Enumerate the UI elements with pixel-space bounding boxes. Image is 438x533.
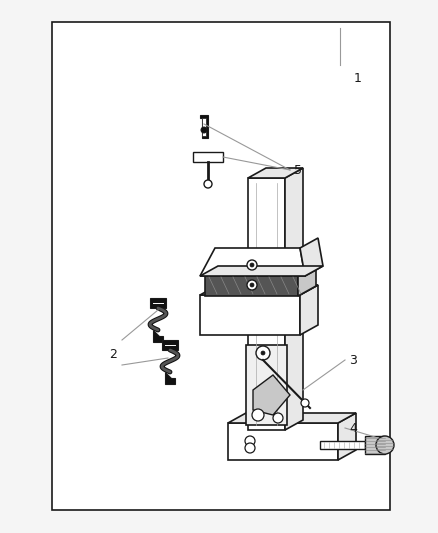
Polygon shape (52, 22, 390, 510)
Polygon shape (193, 152, 223, 162)
Circle shape (376, 436, 394, 454)
Circle shape (261, 351, 265, 355)
Polygon shape (338, 413, 356, 460)
Polygon shape (205, 275, 298, 296)
Polygon shape (300, 238, 323, 276)
Circle shape (247, 260, 257, 270)
Polygon shape (228, 423, 338, 460)
Circle shape (247, 280, 257, 290)
Polygon shape (365, 436, 385, 454)
Text: 2: 2 (109, 349, 117, 361)
Polygon shape (285, 168, 303, 430)
Polygon shape (165, 372, 175, 384)
Polygon shape (200, 295, 300, 335)
Circle shape (273, 413, 283, 423)
Circle shape (245, 436, 255, 446)
Polygon shape (200, 285, 318, 295)
Polygon shape (248, 178, 285, 430)
Text: 5: 5 (294, 164, 302, 176)
Polygon shape (200, 266, 323, 276)
Circle shape (256, 346, 270, 360)
Polygon shape (200, 248, 305, 276)
Circle shape (250, 283, 254, 287)
Polygon shape (153, 330, 163, 342)
Polygon shape (248, 168, 303, 178)
Text: 1: 1 (354, 72, 362, 85)
Circle shape (245, 443, 255, 453)
Polygon shape (150, 298, 166, 308)
Polygon shape (253, 375, 290, 415)
Polygon shape (320, 441, 365, 449)
Polygon shape (162, 340, 178, 350)
Circle shape (201, 127, 207, 133)
Text: 4: 4 (349, 422, 357, 434)
Circle shape (252, 409, 264, 421)
Polygon shape (200, 115, 208, 138)
Circle shape (250, 263, 254, 267)
Polygon shape (202, 118, 206, 136)
Polygon shape (228, 413, 356, 423)
Circle shape (301, 399, 309, 407)
Circle shape (204, 180, 212, 188)
Polygon shape (298, 265, 316, 296)
Polygon shape (300, 285, 318, 335)
Text: 3: 3 (349, 353, 357, 367)
Polygon shape (246, 345, 287, 425)
